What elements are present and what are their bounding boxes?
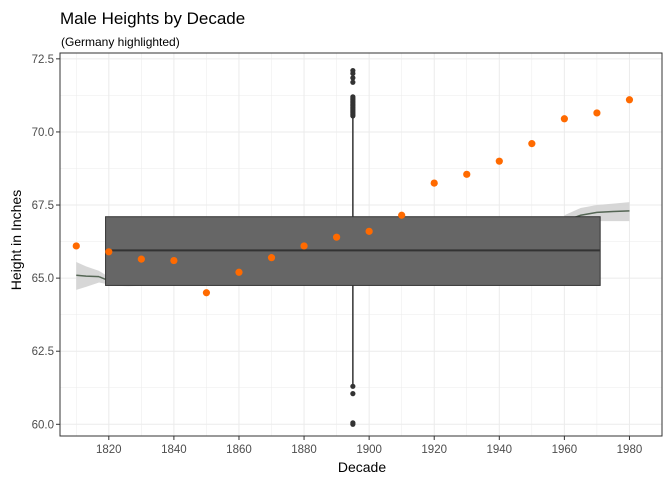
box-outlier <box>350 94 356 100</box>
x-tick-label: 1840 <box>161 444 187 456</box>
data-point <box>398 211 406 219</box>
data-point <box>137 255 145 263</box>
boxplot <box>105 67 601 427</box>
data-point <box>267 254 276 262</box>
box-outlier <box>350 420 356 426</box>
data-point <box>495 157 503 165</box>
x-tick-label: 1860 <box>226 444 252 456</box>
chart-title: Male Heights by Decade <box>60 9 245 28</box>
data-point <box>593 109 601 117</box>
data-point <box>560 115 568 123</box>
box-outlier <box>350 67 356 74</box>
x-tick-label: 1980 <box>617 444 643 456</box>
x-axis-title: Decade <box>338 459 386 475</box>
y-tick-label: 67.5 <box>32 200 54 212</box>
box-outlier <box>350 391 356 397</box>
points-layer <box>72 96 634 297</box>
panel-border <box>59 52 663 437</box>
y-tick-label: 60.0 <box>32 419 54 431</box>
x-tick-label: 1940 <box>487 444 513 456</box>
data-point <box>365 227 373 235</box>
data-point <box>332 233 341 241</box>
data-point <box>300 242 308 250</box>
smooth-line <box>76 274 100 278</box>
smooth-layer <box>76 202 630 290</box>
box-outlier <box>350 75 356 81</box>
x-tick-label: 1820 <box>96 444 122 456</box>
y-tick-label: 70.0 <box>32 127 54 139</box>
y-tick-label: 72.5 <box>32 54 54 66</box>
data-point <box>430 179 438 187</box>
data-point <box>625 96 634 104</box>
x-axis: 1820 1840 1860 1880 1900 1920 1940 1960 1980 <box>96 436 642 456</box>
data-point <box>72 242 80 250</box>
y-axis-title: Height in Inches <box>8 190 24 290</box>
x-tick-label: 1900 <box>356 444 382 456</box>
y-tick-label: 65.0 <box>32 273 54 285</box>
data-point <box>202 289 211 297</box>
data-point <box>528 140 536 148</box>
chart-subtitle: (Germany highlighted) <box>61 35 180 49</box>
data-point <box>170 256 178 265</box>
box-outlier <box>350 79 356 85</box>
data-point <box>105 248 113 256</box>
y-tick-label: 62.5 <box>32 346 54 358</box>
x-tick-label: 1960 <box>552 444 578 456</box>
y-axis: 60.0 62.5 65.0 67.5 70.0 72.5 <box>32 54 60 431</box>
x-tick-label: 1880 <box>291 444 317 456</box>
box-outlier <box>350 383 356 389</box>
data-point <box>463 170 471 178</box>
data-point <box>235 268 243 276</box>
x-tick-label: 1920 <box>421 444 447 456</box>
